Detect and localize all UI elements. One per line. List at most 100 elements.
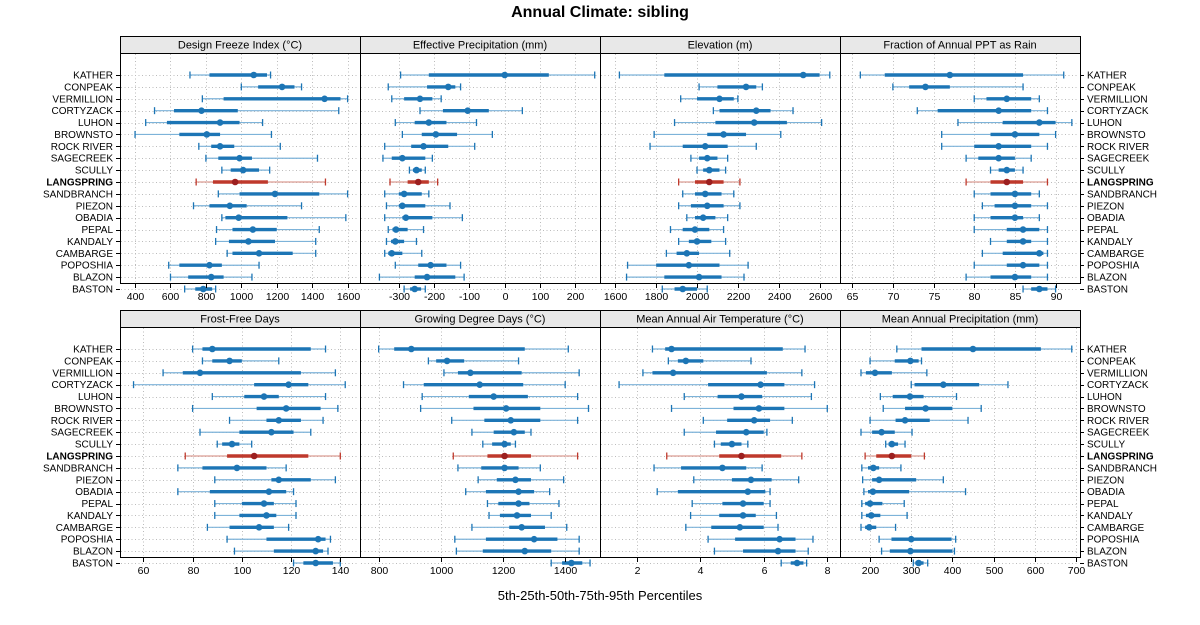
percentile-row-fraction-annual-ppt-rain-brownsto [941,130,1057,138]
panel-row-0: Design Freeze Index (°C)400 600 800 1000 120… [43,36,1157,303]
percentile-row-mean-annual-precipitation-piezon [861,476,944,484]
x-tick-label: 1600 [337,291,361,303]
percentile-row-mean-annual-precipitation-cambarge [860,523,897,531]
median-dot [206,261,213,269]
median-dot [669,369,677,377]
site-label-right: BLAZON [1087,273,1127,284]
median-dot [203,131,211,138]
x-tick-label: 140 [332,565,350,577]
percentile-row-mean-annual-air-temperature-poposhia [707,535,814,543]
panel-title-growing-degree-days: Growing Degree Days (°C) [415,314,546,326]
site-label-left: CAMBARGE [56,249,114,260]
x-tick-label: 800 [371,565,389,577]
percentile-row-elevation-pepal [669,226,725,234]
site-label-left: SCULLY [75,440,113,451]
percentile-row-frost-free-days-baston [292,559,341,567]
site-label-right: CONPEAK [1087,82,1136,93]
median-dot [878,428,885,436]
percentile-row-growing-degree-days-scully [482,440,517,448]
median-dot [867,512,875,519]
percentile-row-growing-degree-days-langspring [452,452,579,460]
median-dot [271,190,279,198]
x-tick-label: 400 [944,565,962,577]
percentile-row-mean-annual-air-temperature-luhon [683,393,813,401]
median-dot [682,357,690,365]
x-tick-label: -100 [459,291,480,303]
percentile-row-fraction-annual-ppt-rain-conpeak [892,83,1024,91]
site-label-left: KATHER [73,71,113,82]
median-dot [231,178,239,186]
percentile-row-elevation-vermillion [680,95,739,103]
median-dot [1019,261,1027,269]
site-label-right: ROCK RIVER [1087,416,1149,427]
site-label-left: BLAZON [73,547,113,558]
site-label-left: SAGECREEK [51,154,114,165]
percentile-row-mean-annual-precipitation-luhon [879,393,958,401]
x-tick-label: 1200 [492,565,516,577]
site-label-left: CONPEAK [64,356,113,367]
x-tick-label: 2000 [686,291,710,303]
site-label-left: SANDBRANCH [43,189,113,200]
median-dot [236,154,243,162]
median-dot [510,428,518,436]
site-label-left: PEPAL [82,499,114,510]
percentile-row-growing-degree-days-sagecreek [471,428,532,436]
median-dot [423,273,431,281]
median-dot [255,524,263,531]
percentile-row-effective-precipitation-kather [399,71,596,79]
site-label-left: BROWNSTO [54,130,113,141]
median-dot [275,476,283,484]
median-dot [739,512,747,519]
panel-borders [116,36,1084,290]
median-dot [285,381,292,388]
percentile-row-growing-degree-days-poposhia [454,535,580,543]
x-tick-label: 65 [847,291,859,303]
percentile-row-effective-precipitation-pepal [387,226,425,234]
site-label-left: LUHON [78,118,113,129]
median-dot [312,547,319,555]
percentile-row-growing-degree-days-rock-river [451,416,579,424]
median-dot [866,500,874,507]
x-tick-label: 80 [969,291,981,303]
percentile-row-frost-free-days-vermillion [162,369,337,377]
median-dot [799,71,807,79]
median-dot [413,166,420,174]
median-dot [427,261,434,269]
site-label-right: SAGECREEK [1087,428,1150,439]
percentile-row-elevation-sandbranch [682,190,735,198]
percentile-row-elevation-piezon [677,202,741,210]
percentile-row-elevation-luhon [673,119,823,127]
x-tick-label: 4 [698,565,704,577]
percentile-row-effective-precipitation-cambarge [384,249,423,257]
percentile-row-frost-free-days-brownsto [191,404,339,412]
percentile-row-mean-annual-air-temperature-brownsto [670,404,828,412]
percentile-row-mean-annual-air-temperature-scully [713,440,749,448]
percentile-row-design-freeze-index-kandaly [214,237,317,245]
percentile-row-mean-annual-air-temperature-piezon [693,476,800,484]
median-dot [321,95,328,103]
site-label-right: CONPEAK [1087,356,1136,367]
site-label-right: LANGSPRING [1087,178,1154,189]
x-tick-label: -300 [389,291,410,303]
percentile-row-design-freeze-index-vermillion [201,95,349,103]
x-tick-label: 0 [503,291,509,303]
x-tick-label: 2400 [768,291,792,303]
x-tick-label: 1800 [645,291,669,303]
panel-title-fraction-annual-ppt-rain: Fraction of Annual PPT as Rain [883,40,1036,52]
percentile-row-mean-annual-precipitation-blazon [880,547,956,555]
median-dot [742,83,750,91]
x-tick-label: 60 [138,565,150,577]
percentile-row-fraction-annual-ppt-rain-baston [1022,285,1057,293]
median-dot [744,488,752,495]
percentile-row-mean-annual-air-temperature-cortyzack [618,381,816,389]
site-label-right: BASTON [1087,559,1128,570]
median-dot [476,381,483,388]
median-dot [416,95,424,103]
percentile-row-fraction-annual-ppt-rain-blazon [965,273,1049,281]
percentile-row-elevation-kandaly [677,237,727,245]
percentile-row-fraction-annual-ppt-rain-kandaly [989,237,1049,245]
panel-title-effective-precipitation: Effective Precipitation (mm) [413,40,547,52]
median-dot [432,131,440,138]
x-tick-label: 800 [198,291,216,303]
panel-frame [840,53,1081,284]
